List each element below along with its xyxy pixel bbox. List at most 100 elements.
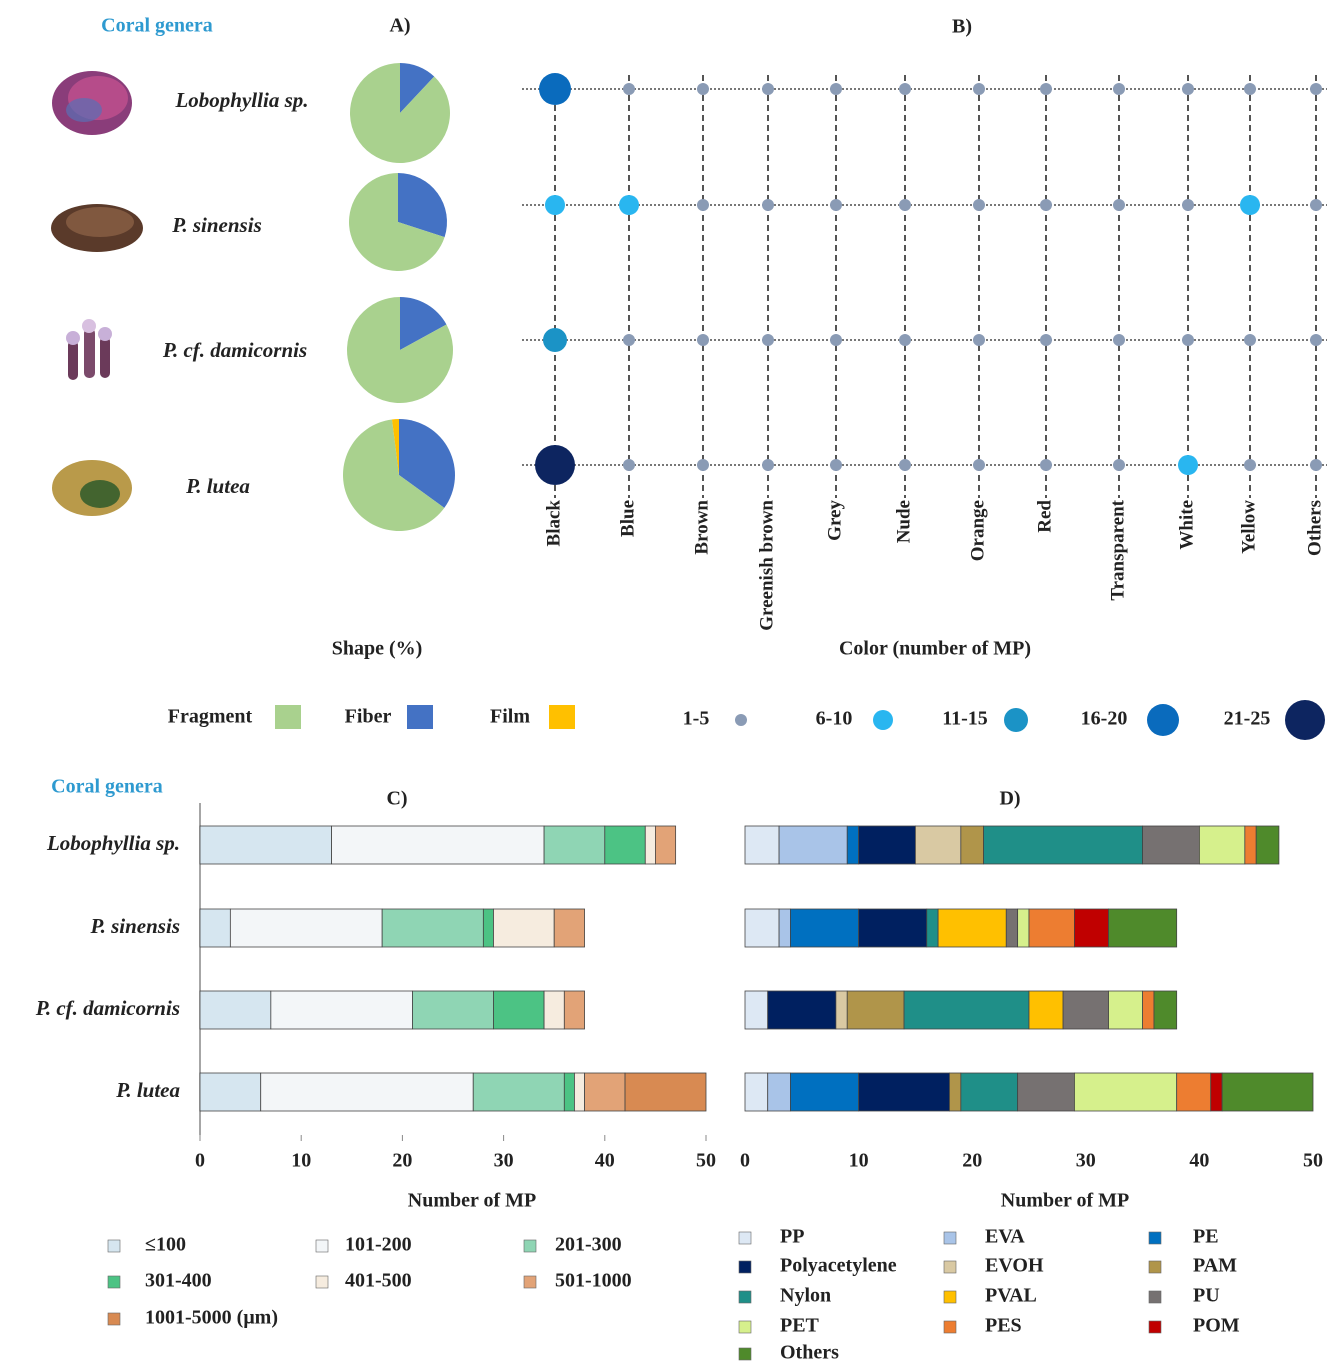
bar-segment xyxy=(778,908,791,948)
bubble xyxy=(973,83,985,95)
bubble xyxy=(1310,459,1322,471)
category-label: P. sinensis xyxy=(90,914,181,938)
pie-slice xyxy=(400,297,447,350)
bar-segment xyxy=(1028,990,1064,1030)
bubble xyxy=(1182,334,1194,346)
bar-segment xyxy=(1017,908,1030,948)
legend-label: 11-15 xyxy=(942,708,988,730)
x-tick-label: 30 xyxy=(494,1150,514,1172)
category-label: P. cf. damicornis xyxy=(35,996,180,1020)
legend-label: POM xyxy=(1193,1315,1240,1337)
bubble xyxy=(1040,459,1052,471)
chart-title: C) xyxy=(386,788,407,810)
x-tick-label: Greenish brown xyxy=(756,500,777,631)
bar-segment xyxy=(1108,990,1144,1030)
bubble xyxy=(535,445,575,485)
bar-segment xyxy=(744,990,769,1030)
pie-slice xyxy=(343,419,445,531)
x-tick-label: Nude xyxy=(893,500,914,543)
legend-swatch xyxy=(1148,1231,1162,1245)
bar-segment xyxy=(744,908,780,948)
bar-segment xyxy=(858,908,928,948)
coral-image xyxy=(51,204,143,252)
x-tick-label: Transparent xyxy=(1107,499,1128,600)
bubble xyxy=(762,459,774,471)
bar-segment xyxy=(1221,1072,1314,1112)
bar-segment xyxy=(1142,990,1155,1030)
pie-slice xyxy=(391,419,399,475)
bar-segment xyxy=(915,825,962,865)
legend-swatch xyxy=(1147,704,1179,736)
bar-segment xyxy=(1062,990,1109,1030)
bubble xyxy=(1244,334,1256,346)
bar-segment xyxy=(543,990,565,1030)
x-tick-label: 50 xyxy=(696,1150,716,1172)
bubble xyxy=(830,334,842,346)
legend-label: 6-10 xyxy=(816,708,853,730)
bar-segment xyxy=(1074,908,1109,948)
bar-segment xyxy=(744,825,780,865)
x-tick-label: 0 xyxy=(195,1150,205,1172)
bar-segment xyxy=(949,1072,962,1112)
category-label: P. lutea xyxy=(185,474,250,498)
bubble xyxy=(1113,199,1125,211)
x-tick-label: 0 xyxy=(740,1150,750,1172)
legend-swatch xyxy=(1004,708,1028,732)
legend-label: PVAL xyxy=(985,1285,1037,1307)
bubble xyxy=(899,199,911,211)
bar-segment xyxy=(1176,1072,1212,1112)
bubble xyxy=(973,199,985,211)
bubble xyxy=(1040,199,1052,211)
pie-slice xyxy=(346,297,453,403)
bubble xyxy=(973,334,985,346)
x-tick-label: 10 xyxy=(849,1150,869,1172)
legend-swatch xyxy=(943,1231,957,1245)
pie-slice xyxy=(348,173,445,271)
legend-label: 16-20 xyxy=(1081,708,1128,730)
bar-segment xyxy=(846,990,905,1030)
legend-swatch xyxy=(315,1275,329,1289)
bar-segment xyxy=(563,1072,575,1112)
legend-label: PU xyxy=(1193,1285,1220,1307)
bubble xyxy=(1178,455,1198,475)
bar-segment xyxy=(199,825,332,865)
bar-segment xyxy=(331,825,545,865)
bar-segment xyxy=(655,825,677,865)
legend-label: 501-1000 xyxy=(555,1270,632,1292)
bar-segment xyxy=(937,908,1007,948)
pie-slice xyxy=(398,173,448,238)
bar-segment xyxy=(767,990,837,1030)
axis-title: Color (number of MP) xyxy=(839,638,1031,660)
bubble xyxy=(830,459,842,471)
axis-title: Number of MP xyxy=(408,1190,537,1212)
bubble xyxy=(697,459,709,471)
bar-segment xyxy=(584,1072,626,1112)
bubble xyxy=(1244,459,1256,471)
bar-segment xyxy=(767,1072,791,1112)
pie-slice xyxy=(350,63,450,163)
bar-segment xyxy=(493,990,545,1030)
legend-swatch xyxy=(1148,1260,1162,1274)
legend-label: PE xyxy=(1193,1226,1219,1248)
x-tick-label: 40 xyxy=(595,1150,615,1172)
bubble xyxy=(1113,459,1125,471)
x-tick-label: 50 xyxy=(1303,1150,1323,1172)
x-tick-label: Red xyxy=(1034,500,1055,533)
coral-image xyxy=(66,319,112,380)
bubble xyxy=(973,459,985,471)
bubble xyxy=(830,199,842,211)
legend-swatch xyxy=(407,705,433,729)
bar-segment xyxy=(1074,1072,1178,1112)
bar-segment xyxy=(644,825,656,865)
bubble xyxy=(539,73,571,105)
bar-segment xyxy=(744,1072,769,1112)
axis-title: Shape (%) xyxy=(332,638,423,660)
category-label: P. cf. damicornis xyxy=(162,338,307,362)
bar-segment xyxy=(1199,825,1246,865)
x-tick-label: 20 xyxy=(962,1150,982,1172)
legend-label: PES xyxy=(985,1315,1022,1337)
axis-title: Coral genera xyxy=(101,15,213,37)
bubble xyxy=(1310,199,1322,211)
bar-segment xyxy=(960,1072,1019,1112)
bar-segment xyxy=(960,825,984,865)
